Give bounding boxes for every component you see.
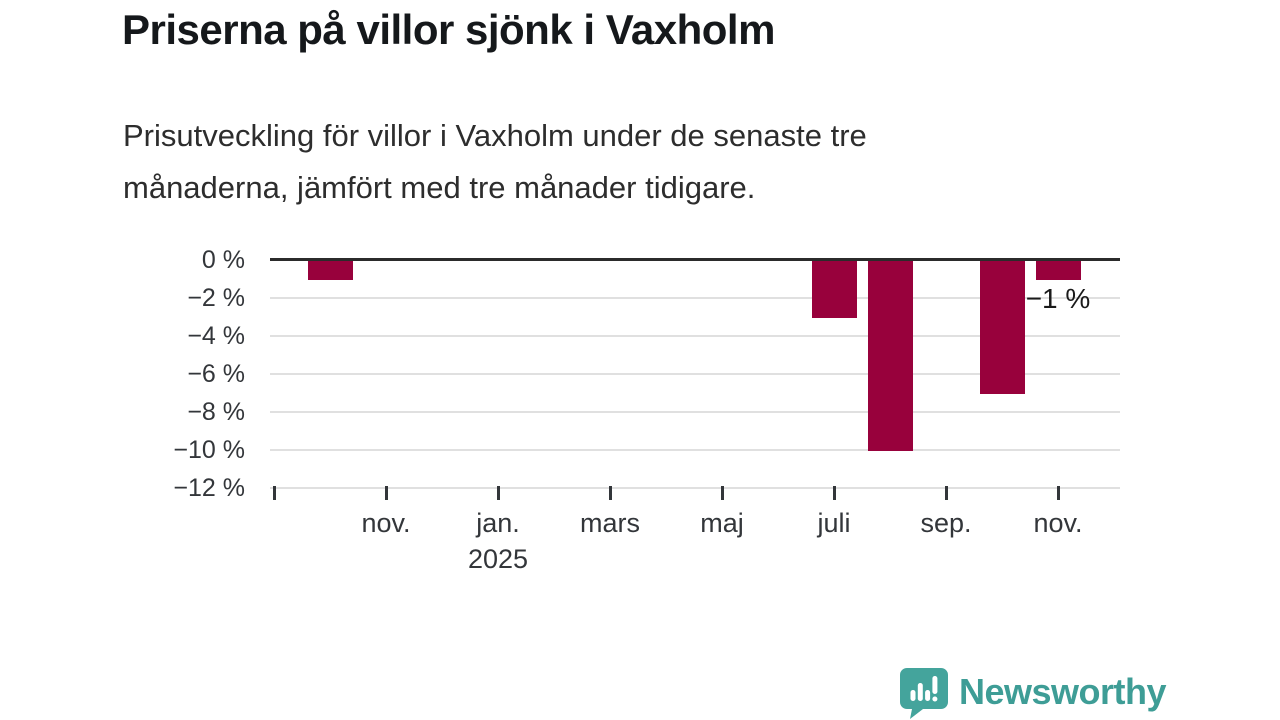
x-axis-label-jan: jan. [476,508,520,538]
bar-juli-2025 [811,261,857,318]
gridline--6 [270,373,1120,375]
x-axis-tick-0 [273,486,276,500]
newsworthy-logo-icon [900,668,948,719]
x-axis-label-juli: juli [817,508,851,538]
chart-title: Priserna på villor sjönk i Vaxholm [122,6,775,53]
chart-subtitle: Prisutveckling för villor i Vaxholm unde… [123,110,867,214]
gridline--12 [270,487,1120,489]
bar-value-label: −1 % [1025,283,1091,314]
zero-axis-line [270,258,1120,261]
price-development-bar-chart: 0 % −2 % −4 % −6 % −8 % −10 % −12 % −1 % nov. jan… [173,246,1120,574]
x-axis-tick-6 [609,486,612,500]
x-axis-tick-10 [833,486,836,500]
x-axis-tick-2 [385,486,388,500]
chart-subtitle-line-2: månaderna, jämfört med tre månader tidig… [123,170,756,205]
newsworthy-logo-text: Newsworthy [959,671,1167,712]
bar-okt-2025 [979,261,1025,394]
y-axis-label--10: −10 % [173,436,245,464]
x-axis-label-nov: nov. [1033,508,1083,538]
bar-aug-2025 [867,261,913,451]
gridline--2 [270,297,1120,299]
gridline--4 [270,335,1120,337]
newsworthy-logo: Newsworthy [897,666,1167,719]
x-axis-tick-8 [721,486,724,500]
bar-okt-2024 [307,261,353,280]
x-axis-year-label: 2025 [467,544,529,574]
x-axis-label-mars: mars [580,508,640,538]
y-axis-label--12: −12 % [173,474,245,502]
x-axis-tick-4 [497,486,500,500]
y-axis-label--4: −4 % [187,322,245,350]
y-axis-label--6: −6 % [187,360,245,388]
gridline--8 [270,411,1120,413]
chart-subtitle-line-1: Prisutveckling för villor i Vaxholm unde… [123,118,867,153]
x-axis-tick-14 [1057,486,1060,500]
x-axis-label-maj: maj [700,508,744,538]
y-axis-label--2: −2 % [187,284,245,312]
y-axis-label-0: 0 % [201,246,245,274]
bar-nov-2025 [1035,261,1081,280]
x-axis-label-nov: nov. [361,508,411,538]
x-axis-tick-12 [945,486,948,500]
gridline--10 [270,449,1120,451]
x-axis-label-sep: sep. [920,508,972,538]
y-axis-label--8: −8 % [187,398,245,426]
